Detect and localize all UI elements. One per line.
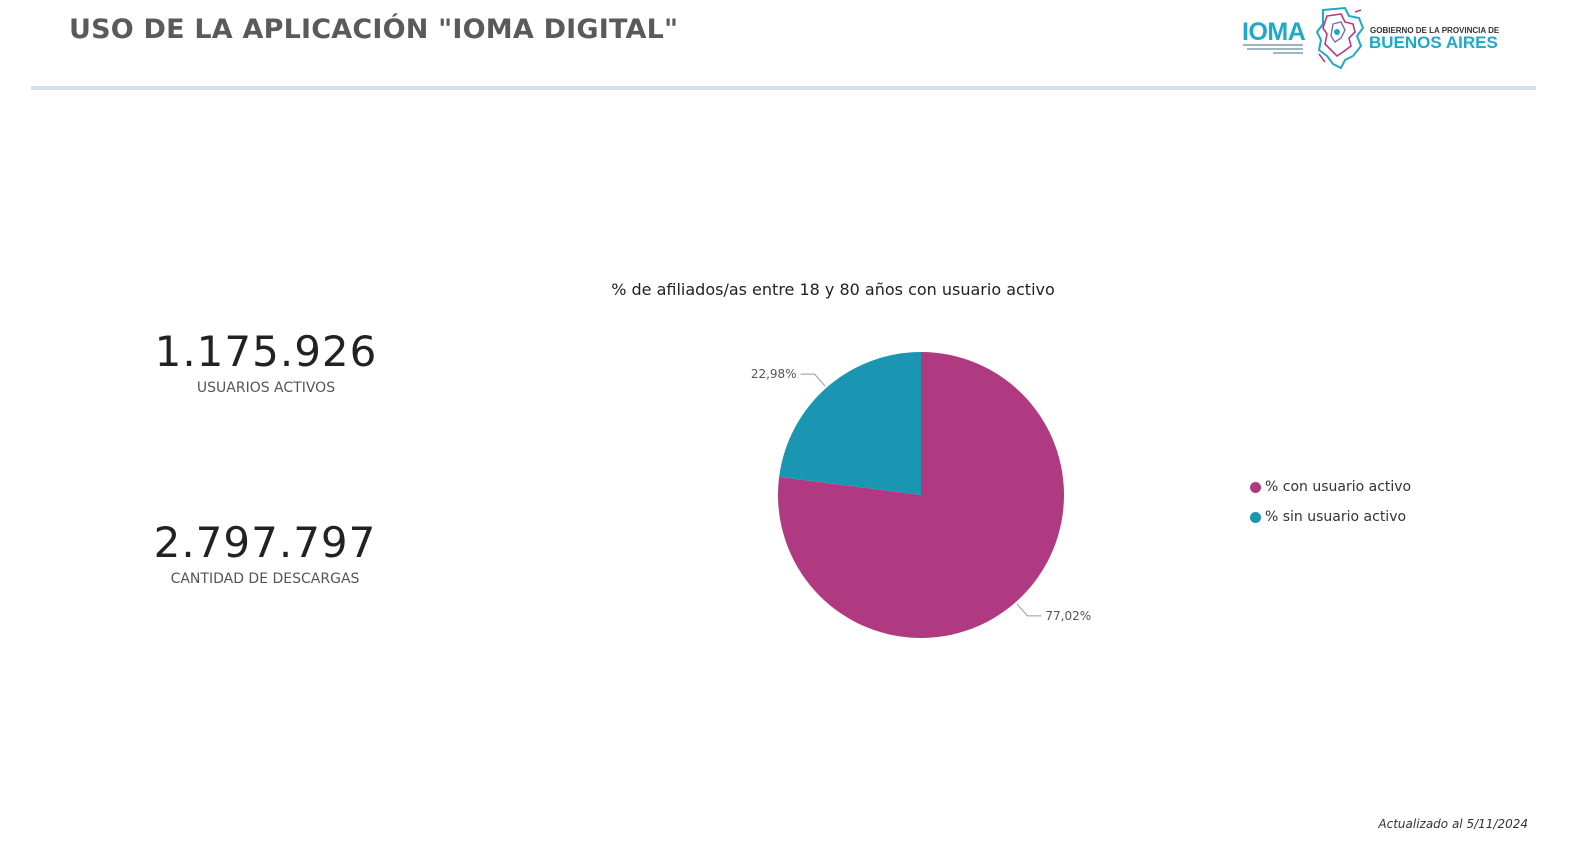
legend-item-con-usuario[interactable]: % con usuario activo xyxy=(1250,472,1411,502)
kpi-label: CANTIDAD DE DESCARGAS xyxy=(170,571,360,587)
pie-chart: 77,02% 22,98% xyxy=(751,352,1091,638)
chart-legend: % con usuario activo % sin usuario activ… xyxy=(1250,472,1411,532)
kpi-value: 1.175.926 xyxy=(154,327,378,376)
kpi-card-usuarios-activos: 1.175.926 USUARIOS ACTIVOS xyxy=(116,327,416,397)
updated-date-note: Actualizado al 5/11/2024 xyxy=(1378,817,1528,831)
legend-marker-icon xyxy=(1250,511,1261,523)
header-divider xyxy=(31,86,1536,90)
kpi-label: USUARIOS ACTIVOS xyxy=(196,380,336,396)
logo-gobierno-text: GOBIERNO DE LA PROVINCIA DE xyxy=(1370,26,1500,35)
kpi-card-cantidad-descargas: 2.797.797 CANTIDAD DE DESCARGAS xyxy=(115,518,415,588)
legend-label: % sin usuario activo xyxy=(1265,509,1407,525)
kpi-value: 2.797.797 xyxy=(153,518,377,567)
chart-title: % de afiliados/as entre 18 y 80 años con… xyxy=(611,280,1055,299)
logo-provincia-text: BUENOS AIRES xyxy=(1369,33,1498,52)
pie-slice-sin-usuario-activo[interactable] xyxy=(779,352,921,495)
pie-data-label: 77,02% xyxy=(1045,609,1091,623)
page-title: USO DE LA APLICACIÓN "IOMA DIGITAL" xyxy=(69,14,679,45)
data-label-leader-line xyxy=(800,373,826,387)
legend-item-sin-usuario[interactable]: % sin usuario activo xyxy=(1250,502,1411,532)
ioma-logo-tagline xyxy=(1243,44,1307,56)
pie-data-label: 22,98% xyxy=(751,367,797,381)
logo: IOMA GOBIERNO DE LA PROVINCIA DE BUENOS … xyxy=(1240,6,1502,70)
legend-label: % con usuario activo xyxy=(1265,479,1412,495)
buenos-aires-emblem-icon xyxy=(1315,6,1365,70)
data-label-leader-line xyxy=(1016,603,1042,617)
legend-marker-icon xyxy=(1250,481,1261,493)
ioma-logo-text: IOMA xyxy=(1242,18,1306,46)
